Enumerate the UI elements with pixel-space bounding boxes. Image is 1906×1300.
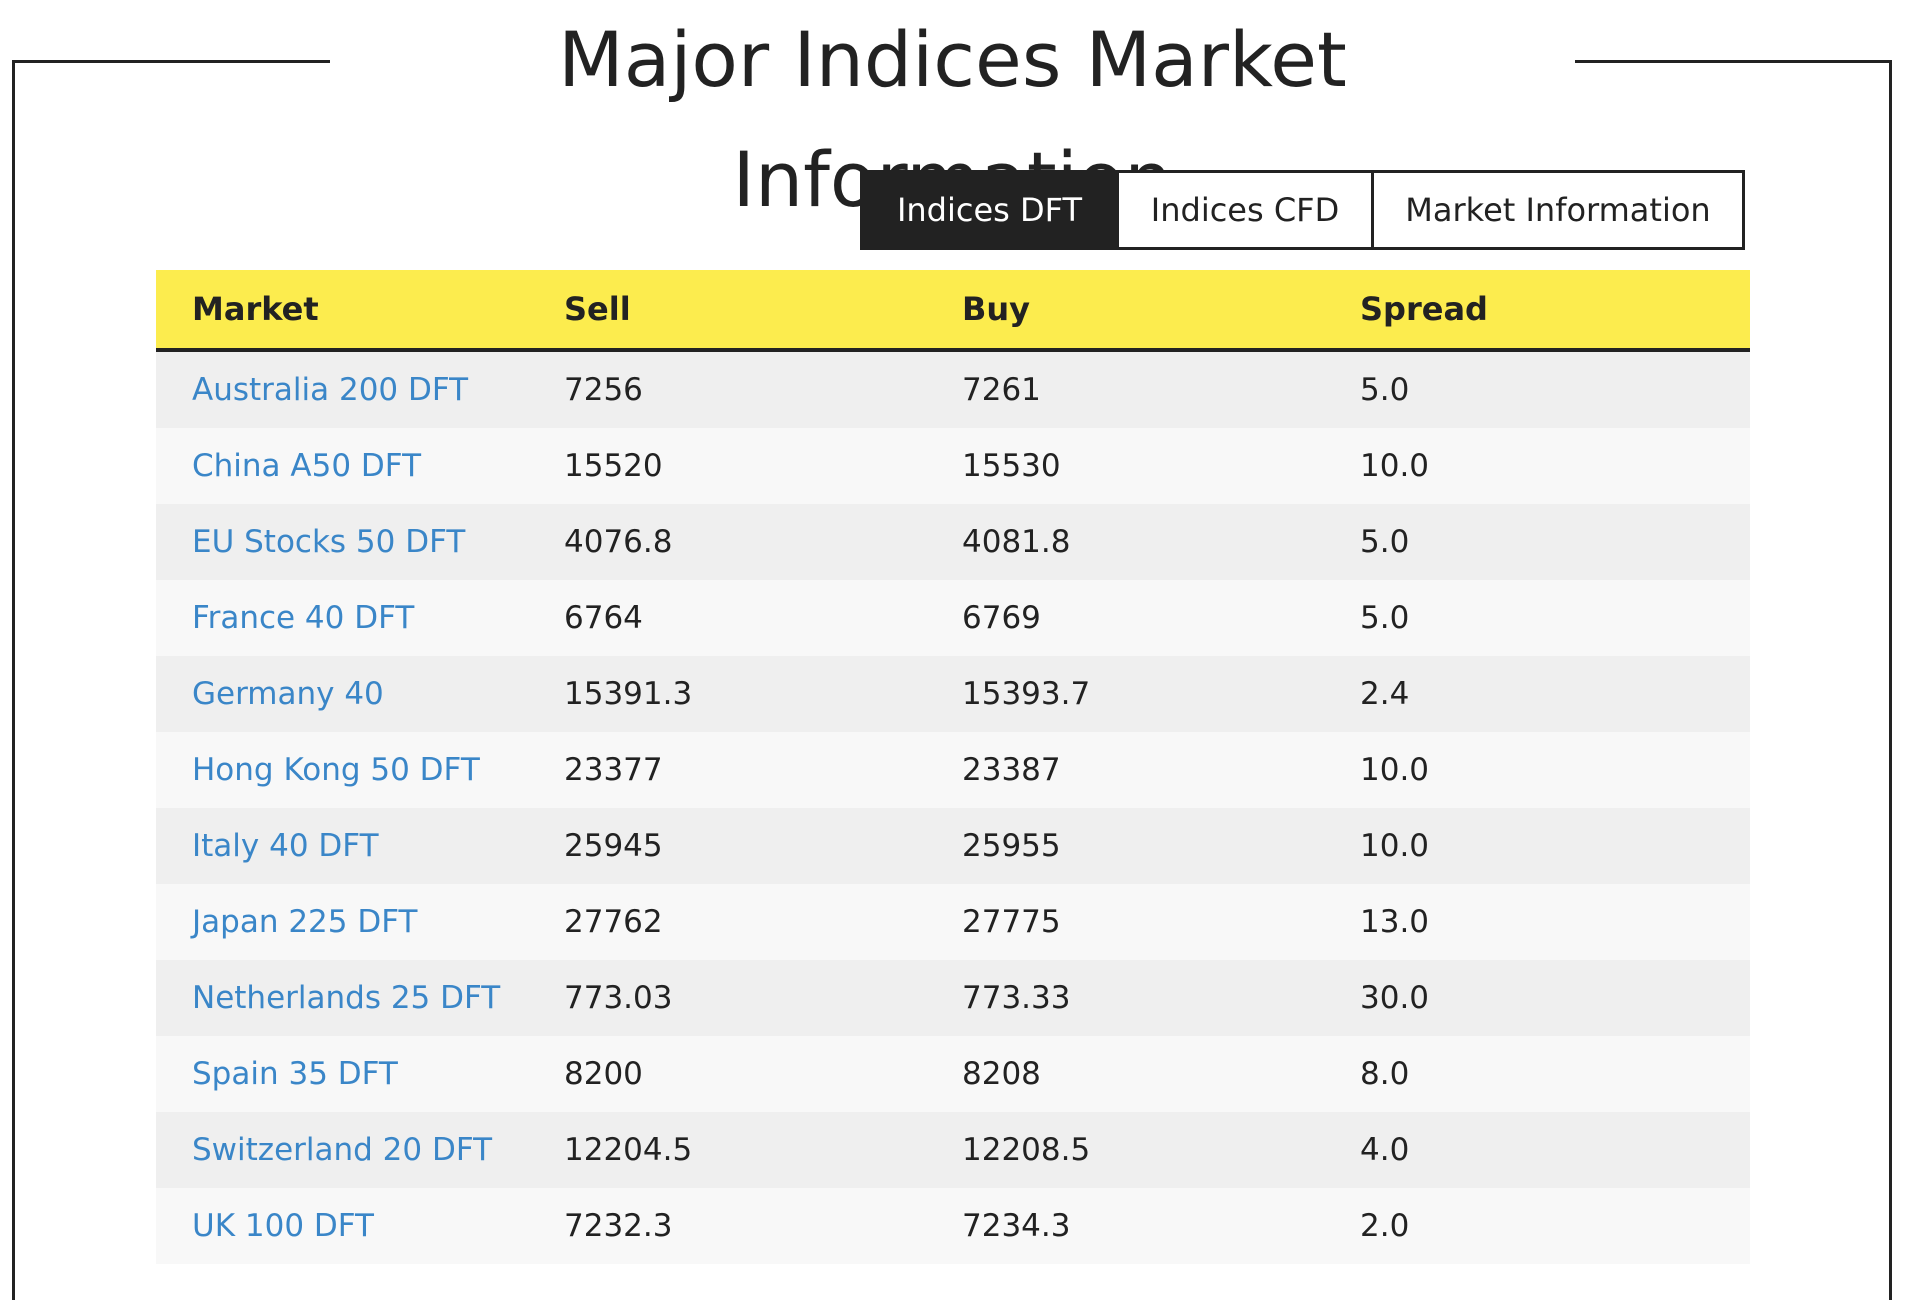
- sell-cell: 27762: [528, 884, 926, 960]
- indices-table: Market Sell Buy Spread Australia 200 DFT…: [156, 270, 1750, 1264]
- sell-cell: 15391.3: [528, 656, 926, 732]
- table-row: Switzerland 20 DFT 12204.5 12208.5 4.0: [156, 1112, 1750, 1188]
- column-header-market: Market: [156, 270, 528, 352]
- spread-cell: 13.0: [1324, 884, 1750, 960]
- spread-cell: 10.0: [1324, 428, 1750, 504]
- sell-cell: 773.03: [528, 960, 926, 1036]
- market-cell: Hong Kong 50 DFT: [156, 732, 528, 808]
- buy-cell: 7261: [926, 350, 1324, 428]
- spread-cell: 10.0: [1324, 808, 1750, 884]
- table-row: Netherlands 25 DFT 773.03 773.33 30.0: [156, 960, 1750, 1036]
- spread-cell: 5.0: [1324, 580, 1750, 656]
- sell-cell: 4076.8: [528, 504, 926, 580]
- spread-cell: 4.0: [1324, 1112, 1750, 1188]
- tab-indices-dft[interactable]: Indices DFT: [863, 173, 1116, 247]
- market-cell: France 40 DFT: [156, 580, 528, 656]
- buy-cell: 773.33: [926, 960, 1324, 1036]
- table-row: Spain 35 DFT 8200 8208 8.0: [156, 1036, 1750, 1112]
- column-header-sell: Sell: [528, 270, 926, 352]
- table-row: Japan 225 DFT 27762 27775 13.0: [156, 884, 1750, 960]
- table-row: Australia 200 DFT 7256 7261 5.0: [156, 350, 1750, 428]
- buy-cell: 8208: [926, 1036, 1324, 1112]
- buy-cell: 27775: [926, 884, 1324, 960]
- market-cell: UK 100 DFT: [156, 1188, 528, 1264]
- market-cell: Spain 35 DFT: [156, 1036, 528, 1112]
- market-cell: Germany 40: [156, 656, 528, 732]
- market-cell: Japan 225 DFT: [156, 884, 528, 960]
- column-header-spread: Spread: [1324, 270, 1750, 352]
- column-header-buy: Buy: [926, 270, 1324, 352]
- market-link[interactable]: China A50 DFT: [192, 448, 422, 484]
- spread-cell: 2.0: [1324, 1188, 1750, 1264]
- table-row: China A50 DFT 15520 15530 10.0: [156, 428, 1750, 504]
- buy-cell: 6769: [926, 580, 1324, 656]
- market-cell: Netherlands 25 DFT: [156, 960, 528, 1036]
- market-cell: Italy 40 DFT: [156, 808, 528, 884]
- sell-cell: 25945: [528, 808, 926, 884]
- buy-cell: 12208.5: [926, 1112, 1324, 1188]
- table-row: Italy 40 DFT 25945 25955 10.0: [156, 808, 1750, 884]
- title-banner: Major Indices Market Information: [330, 0, 1575, 224]
- market-cell: Australia 200 DFT: [156, 350, 528, 428]
- sell-cell: 8200: [528, 1036, 926, 1112]
- buy-cell: 15530: [926, 428, 1324, 504]
- tab-market-information[interactable]: Market Information: [1371, 173, 1742, 247]
- buy-cell: 4081.8: [926, 504, 1324, 580]
- sell-cell: 7256: [528, 350, 926, 428]
- table-row: EU Stocks 50 DFT 4076.8 4081.8 5.0: [156, 504, 1750, 580]
- market-link[interactable]: Spain 35 DFT: [192, 1056, 398, 1092]
- table-header: Market Sell Buy Spread: [156, 270, 1750, 352]
- buy-cell: 25955: [926, 808, 1324, 884]
- sell-cell: 12204.5: [528, 1112, 926, 1188]
- sell-cell: 23377: [528, 732, 926, 808]
- table-row: UK 100 DFT 7232.3 7234.3 2.0: [156, 1188, 1750, 1264]
- table-body: Australia 200 DFT 7256 7261 5.0 China A50 DF…: [156, 350, 1750, 1264]
- market-link[interactable]: Switzerland 20 DFT: [192, 1132, 493, 1168]
- spread-cell: 10.0: [1324, 732, 1750, 808]
- market-link[interactable]: Germany 40: [192, 676, 384, 712]
- market-link[interactable]: UK 100 DFT: [192, 1208, 374, 1244]
- spread-cell: 5.0: [1324, 504, 1750, 580]
- sell-cell: 15520: [528, 428, 926, 504]
- market-link[interactable]: EU Stocks 50 DFT: [192, 524, 466, 560]
- sell-cell: 6764: [528, 580, 926, 656]
- market-link[interactable]: Hong Kong 50 DFT: [192, 752, 480, 788]
- tab-indices-cfd[interactable]: Indices CFD: [1116, 173, 1371, 247]
- sell-cell: 7232.3: [528, 1188, 926, 1264]
- market-link[interactable]: Netherlands 25 DFT: [192, 980, 501, 1016]
- market-cell: EU Stocks 50 DFT: [156, 504, 528, 580]
- spread-cell: 8.0: [1324, 1036, 1750, 1112]
- spread-cell: 2.4: [1324, 656, 1750, 732]
- table-row: Hong Kong 50 DFT 23377 23387 10.0: [156, 732, 1750, 808]
- header-row: Market Sell Buy Spread: [156, 270, 1750, 352]
- spread-cell: 5.0: [1324, 350, 1750, 428]
- market-link[interactable]: Italy 40 DFT: [192, 828, 379, 864]
- market-cell: Switzerland 20 DFT: [156, 1112, 528, 1188]
- buy-cell: 7234.3: [926, 1188, 1324, 1264]
- market-cell: China A50 DFT: [156, 428, 528, 504]
- tab-bar: Indices DFT Indices CFD Market Informati…: [860, 170, 1745, 250]
- market-link[interactable]: France 40 DFT: [192, 600, 415, 636]
- market-link[interactable]: Japan 225 DFT: [192, 904, 418, 940]
- market-link[interactable]: Australia 200 DFT: [192, 372, 469, 408]
- buy-cell: 15393.7: [926, 656, 1324, 732]
- table-row: France 40 DFT 6764 6769 5.0: [156, 580, 1750, 656]
- spread-cell: 30.0: [1324, 960, 1750, 1036]
- buy-cell: 23387: [926, 732, 1324, 808]
- table-row: Germany 40 15391.3 15393.7 2.4: [156, 656, 1750, 732]
